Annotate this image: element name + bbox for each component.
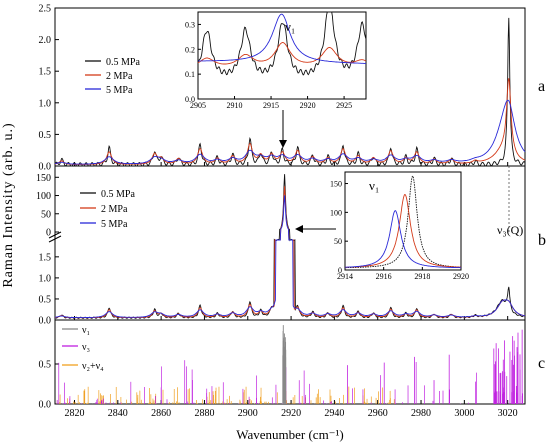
arrow-b (295, 225, 336, 233)
inset-b-y-label: 100 (330, 208, 342, 217)
y-tick-label-a: 0.0 (39, 162, 52, 173)
series-a-3 (54, 99, 526, 165)
inset-a-frame (197, 11, 367, 100)
arrow-a-head (279, 140, 287, 148)
inset-a-x-label: 2905 (190, 101, 206, 110)
arrow-b-head (295, 225, 303, 233)
y-tick-label-b-lower: 1.0 (39, 273, 52, 284)
plot-layer: 2820 2840 2860 2880 2900 2920 2940 2960 2980 3000… (36, 4, 526, 419)
y-tick-label-b-upper: 50 (41, 209, 51, 220)
axis-break-mark (48, 231, 62, 243)
y-tick-label-c: 0.5 (39, 360, 52, 371)
inset-a-x-label: 2920 (300, 101, 316, 110)
arrow-a (279, 110, 287, 148)
inset-a-y-label: 0.3 (185, 20, 195, 29)
inset-b-series-2 (345, 193, 461, 268)
y-tick-label-c: 0.0 (39, 400, 52, 411)
legend-a-label-1: 0.5 MPa (106, 57, 140, 68)
inset-b-frame (344, 171, 462, 271)
inset-a-y-label: 0.2 (185, 45, 195, 54)
y-tick-label-b-lower: 0.5 (39, 294, 52, 305)
inset-a-series-3 (198, 13, 366, 64)
y-tick-label-b-lower: 1.5 (39, 252, 52, 263)
inset-b: 2914 2916 2918 2920 0 50 100 150 (330, 171, 469, 281)
x-tick-label: 2880 (194, 408, 214, 419)
legend-b-label-2: 2 MPa (101, 204, 128, 215)
legend-a-label-3: 5 MPa (106, 85, 133, 96)
inset-a: 2905 2910 2915 2920 2925 0.0 0.1 0.2 0.3 (185, 11, 367, 110)
inset-b-y-label: 150 (330, 180, 342, 189)
x-tick-label: 3000 (454, 408, 474, 419)
x-tick-label: 2920 (281, 408, 301, 419)
legend-b-label-1: 0.5 MPa (101, 189, 135, 200)
y-tick-label-b-upper: 0 (46, 228, 51, 239)
series-b-3 (55, 195, 526, 319)
panel-c-letter: c (538, 355, 545, 372)
inset-b-label: ν₁ (369, 178, 379, 193)
legend-a: 0.5 MPa 2 MPa 5 MPa (85, 57, 140, 96)
y-axis-label: Raman Intensity (arb. u.) (1, 122, 16, 287)
y-tick-label-b-upper: 100 (36, 191, 51, 202)
nu3-q-label: ν₃(Q) (497, 223, 523, 237)
panel-c-frame (54, 319, 526, 405)
inset-b-y-label: 50 (334, 237, 342, 246)
inset-a-y-label: 0.0 (185, 95, 195, 104)
x-tick-label: 2820 (64, 408, 84, 419)
series-a-2 (54, 78, 526, 165)
inset-b-x-label: 2914 (337, 272, 353, 281)
x-tick-label: 2840 (108, 408, 128, 419)
y-tick-label-a: 2.5 (39, 4, 52, 15)
inset-b-series-3 (345, 210, 461, 269)
legend-b: 0.5 MPa 2 MPa 5 MPa (80, 189, 135, 230)
legend-c-label-2: ν₃ (82, 342, 90, 353)
inset-a-y-label: 0.1 (185, 70, 195, 79)
legend-c-label-1: ν₁ (82, 325, 90, 336)
legend-b-label-3: 5 MPa (101, 219, 128, 230)
inset-a-series-2 (197, 42, 367, 65)
x-tick-label: 3020 (498, 408, 518, 419)
panel-b-letter: b (538, 232, 546, 249)
inset-a-series-1 (197, 11, 367, 76)
inset-a-x-label: 2925 (336, 101, 352, 110)
x-tick-label: 2960 (368, 408, 388, 419)
x-tick-label: 2860 (151, 408, 171, 419)
y-tick-label-a: 0.5 (39, 130, 52, 141)
inset-b-y-label: 0 (338, 266, 342, 275)
inset-a-label: ν₁ (285, 19, 295, 34)
y-tick-label-b-upper: 150 (36, 173, 51, 184)
x-axis-label: Wavenumber (cm⁻¹) (236, 427, 344, 442)
inset-a-x-label: 2910 (227, 101, 243, 110)
legend-c-label-3: ν₂+ν₄ (82, 361, 104, 372)
inset-b-x-label: 2918 (414, 272, 430, 281)
inset-b-series-1 (345, 175, 461, 269)
x-tick-label: 2940 (324, 408, 344, 419)
y-tick-label-a: 1.0 (39, 98, 52, 109)
inset-b-x-label: 2920 (453, 272, 469, 281)
legend-c: ν₁ ν₃ ν₂+ν₄ (62, 325, 104, 372)
x-tick-label: 2980 (411, 408, 431, 419)
panel-a-letter: a (538, 78, 545, 95)
y-tick-label-a: 2.0 (39, 35, 52, 46)
x-tick-label: 2900 (238, 408, 258, 419)
inset-b-x-label: 2916 (376, 272, 392, 281)
inset-a-x-label: 2915 (263, 101, 279, 110)
y-tick-label-a: 1.5 (39, 67, 52, 78)
y-tick-label-b-lower: 0.0 (39, 316, 52, 327)
legend-a-label-2: 2 MPa (106, 71, 133, 82)
